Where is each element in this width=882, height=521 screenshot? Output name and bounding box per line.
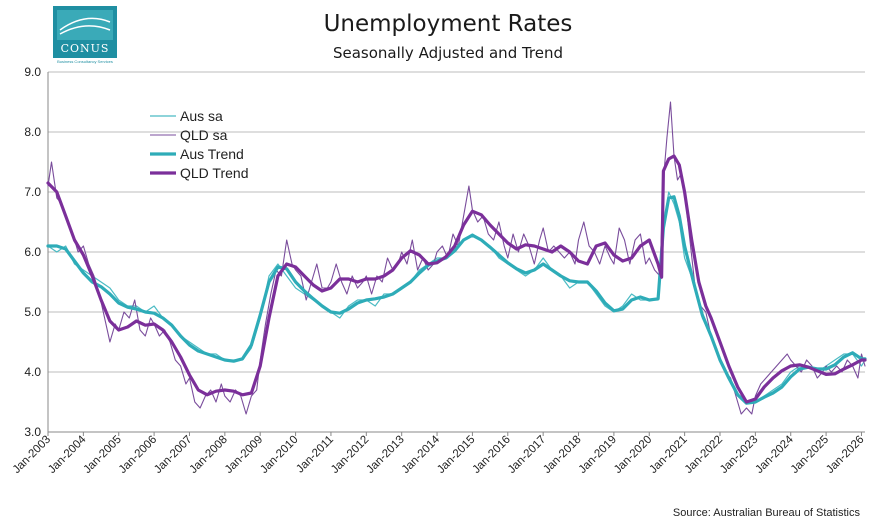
x-tick-label: Jan-2021 [647,434,689,476]
logo-swoosh-icon [59,17,111,35]
y-tick-label: 6.0 [24,245,41,259]
logo-globe-icon [57,10,113,40]
chart-subtitle: Seasonally Adjusted and Trend [333,44,563,62]
logo-tagline: Business Consultancy Services [57,59,113,64]
x-tick-label: Jan-2015 [435,434,477,476]
x-tick-label: Jan-2026 [824,434,866,476]
x-tick-label: Jan-2019 [577,434,619,476]
x-tick-label: Jan-2018 [541,434,583,476]
x-tick-label: Jan-2023 [718,434,760,476]
logo: CONUS Business Consultancy Services [53,6,117,64]
x-tick-label: Jan-2009 [223,434,265,476]
source-note: Source: Australian Bureau of Statistics [673,507,861,519]
y-tick-label: 5.0 [24,305,41,319]
series-line-qld-sa [47,101,866,415]
x-tick-label: Jan-2022 [683,434,725,476]
series-line-aus-trend [46,195,867,405]
y-tick-label: 4.0 [24,365,41,379]
x-tick-label: Jan-2007 [152,434,194,476]
x-tick-label: Jan-2003 [11,434,53,476]
x-tick-label: Jan-2016 [471,434,513,476]
y-tick-label: 7.0 [24,185,41,199]
logo-text: CONUS [61,42,110,55]
x-tick-label: Jan-2017 [506,434,548,476]
x-axis: Jan-2003Jan-2004Jan-2005Jan-2006Jan-2007… [11,432,867,476]
x-tick-label: Jan-2008 [188,434,230,476]
grid [47,71,865,433]
y-tick-label: 3.0 [24,425,41,439]
y-tick-label: 9.0 [24,65,41,79]
series-group [46,101,867,415]
legend: Aus sa QLD sa Aus Trend QLD Trend [150,108,248,181]
x-tick-label: Jan-2005 [81,434,123,476]
legend-label: Aus Trend [180,146,244,162]
series-line-qld-trend [46,154,867,404]
y-tick-label: 8.0 [24,125,41,139]
x-tick-label: Jan-2006 [117,434,159,476]
x-tick-label: Jan-2012 [329,434,371,476]
legend-label: Aus sa [180,108,223,124]
series-line-aus-sa [47,191,866,403]
x-tick-label: Jan-2010 [258,434,300,476]
x-tick-label: Jan-2025 [789,434,831,476]
chart-title: Unemployment Rates [324,11,573,37]
x-tick-label: Jan-2020 [612,434,654,476]
x-tick-label: Jan-2013 [364,434,406,476]
legend-label: QLD sa [180,127,228,143]
y-axis: 3.0 4.0 5.0 6.0 7.0 8.0 9.0 [24,65,41,439]
legend-label: QLD Trend [180,165,248,181]
